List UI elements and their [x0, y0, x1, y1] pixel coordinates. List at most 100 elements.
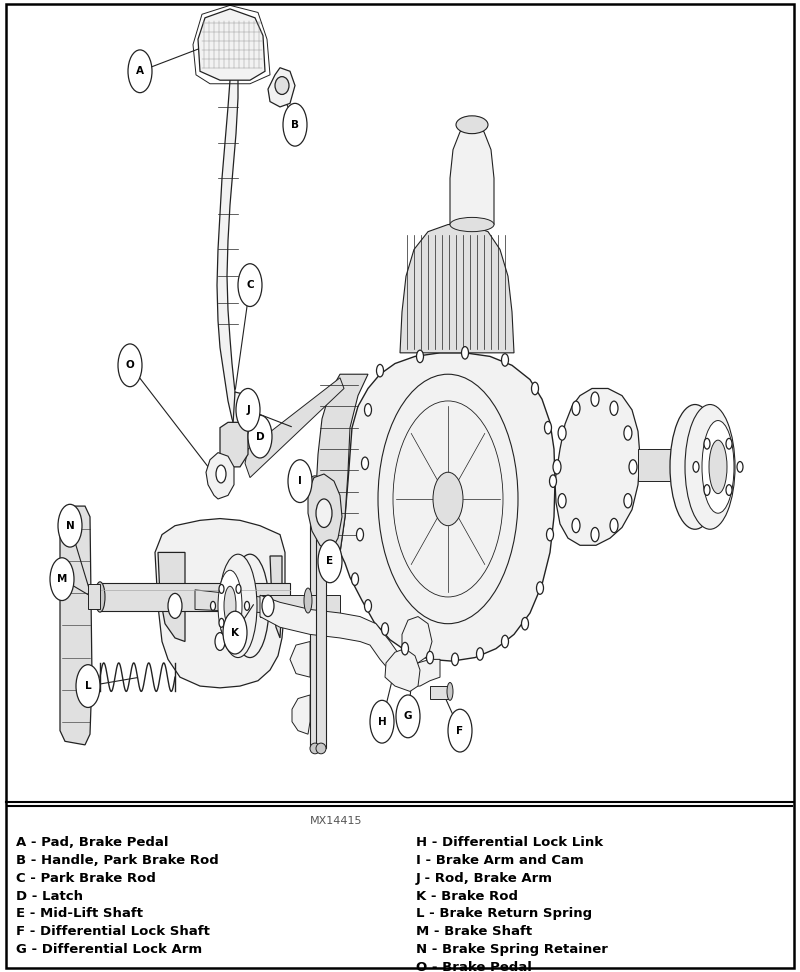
Text: A - Pad, Brake Pedal: A - Pad, Brake Pedal — [16, 836, 169, 849]
Polygon shape — [430, 686, 450, 699]
Polygon shape — [233, 392, 258, 442]
Circle shape — [531, 382, 538, 395]
Circle shape — [219, 618, 224, 627]
Circle shape — [365, 600, 371, 612]
Circle shape — [370, 700, 394, 743]
Ellipse shape — [219, 554, 257, 657]
Ellipse shape — [224, 586, 236, 626]
Ellipse shape — [95, 582, 105, 612]
Text: H: H — [378, 716, 386, 727]
Text: K - Brake Rod: K - Brake Rod — [416, 889, 518, 902]
Circle shape — [210, 602, 215, 610]
Circle shape — [572, 401, 580, 415]
Text: M: M — [57, 574, 67, 584]
Circle shape — [288, 460, 312, 503]
Polygon shape — [385, 648, 420, 691]
Text: O - Brake Pedal: O - Brake Pedal — [416, 961, 532, 972]
Text: L: L — [85, 681, 91, 691]
Circle shape — [433, 472, 463, 526]
Polygon shape — [290, 642, 310, 677]
Circle shape — [572, 518, 580, 533]
Text: F - Differential Lock Shaft: F - Differential Lock Shaft — [16, 925, 210, 938]
Circle shape — [402, 642, 409, 655]
Polygon shape — [310, 481, 320, 748]
Circle shape — [550, 475, 557, 487]
Circle shape — [245, 602, 250, 610]
Circle shape — [396, 695, 420, 738]
Ellipse shape — [670, 404, 720, 529]
Circle shape — [238, 263, 262, 306]
Circle shape — [128, 50, 152, 92]
Circle shape — [502, 354, 509, 366]
Circle shape — [236, 618, 241, 627]
Circle shape — [365, 403, 371, 416]
Text: N: N — [66, 521, 74, 531]
Polygon shape — [206, 453, 234, 499]
Ellipse shape — [685, 404, 735, 529]
Text: F: F — [457, 726, 463, 736]
Circle shape — [558, 426, 566, 440]
Text: I: I — [298, 476, 302, 486]
Circle shape — [462, 347, 469, 359]
Circle shape — [591, 528, 599, 541]
Circle shape — [219, 584, 224, 593]
Circle shape — [537, 582, 543, 594]
Circle shape — [610, 518, 618, 533]
Circle shape — [726, 485, 732, 496]
Circle shape — [216, 466, 226, 483]
Circle shape — [502, 636, 509, 647]
Text: L - Brake Return Spring: L - Brake Return Spring — [416, 908, 592, 920]
Circle shape — [558, 494, 566, 507]
Text: O: O — [126, 361, 134, 370]
Ellipse shape — [218, 571, 242, 642]
Polygon shape — [260, 595, 340, 616]
Text: A: A — [136, 66, 144, 76]
Polygon shape — [60, 506, 92, 745]
Ellipse shape — [310, 475, 320, 486]
Circle shape — [248, 415, 272, 458]
Polygon shape — [340, 353, 555, 661]
Circle shape — [262, 595, 274, 616]
Ellipse shape — [275, 77, 289, 94]
Polygon shape — [195, 590, 310, 615]
Circle shape — [737, 462, 743, 472]
Polygon shape — [100, 582, 290, 611]
Ellipse shape — [456, 116, 488, 133]
Circle shape — [236, 389, 260, 432]
Text: J - Rod, Brake Arm: J - Rod, Brake Arm — [416, 872, 553, 885]
Circle shape — [118, 344, 142, 387]
Text: G - Differential Lock Arm: G - Differential Lock Arm — [16, 943, 202, 956]
Polygon shape — [268, 68, 295, 107]
Polygon shape — [316, 374, 368, 563]
Polygon shape — [450, 124, 494, 225]
Text: N - Brake Spring Retainer: N - Brake Spring Retainer — [416, 943, 608, 956]
Polygon shape — [555, 389, 640, 545]
Polygon shape — [155, 519, 285, 688]
Text: MX14415: MX14415 — [310, 816, 362, 825]
Circle shape — [553, 460, 561, 474]
Polygon shape — [308, 474, 342, 552]
Circle shape — [624, 426, 632, 440]
Polygon shape — [400, 225, 514, 353]
Circle shape — [382, 623, 389, 636]
Circle shape — [704, 438, 710, 449]
Circle shape — [362, 457, 369, 469]
Ellipse shape — [450, 218, 494, 231]
Polygon shape — [88, 584, 100, 609]
Polygon shape — [158, 552, 185, 642]
Text: I - Brake Arm and Cam: I - Brake Arm and Cam — [416, 853, 584, 867]
Polygon shape — [292, 695, 310, 734]
Circle shape — [546, 529, 554, 540]
Text: E: E — [326, 556, 334, 567]
Circle shape — [283, 103, 307, 146]
Circle shape — [76, 665, 100, 708]
Polygon shape — [638, 449, 680, 481]
Ellipse shape — [447, 682, 453, 700]
Circle shape — [215, 633, 225, 650]
Text: B - Handle, Park Brake Rod: B - Handle, Park Brake Rod — [16, 853, 218, 867]
Text: D: D — [256, 432, 264, 441]
Polygon shape — [260, 595, 440, 686]
Circle shape — [168, 593, 182, 618]
Circle shape — [318, 540, 342, 582]
Polygon shape — [270, 556, 282, 638]
